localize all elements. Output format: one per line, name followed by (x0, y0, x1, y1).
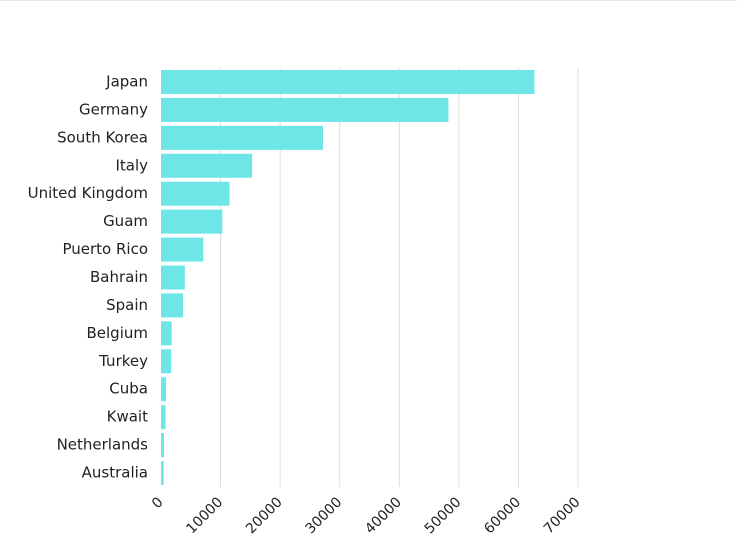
bar-united-kingdom (161, 181, 230, 206)
x-tick-label: 40000 (362, 494, 405, 537)
bar-australia (161, 461, 164, 486)
category-label: Bahrain (90, 268, 148, 286)
bar-cuba (161, 377, 167, 402)
bar-guam (161, 209, 223, 234)
x-tick-label: 20000 (243, 494, 286, 537)
category-label: Kwait (107, 408, 148, 426)
category-label: Cuba (109, 380, 148, 398)
x-tick-label: 70000 (541, 494, 584, 537)
category-label: Italy (115, 156, 148, 174)
category-label: Belgium (87, 324, 149, 342)
category-label: Turkey (98, 352, 148, 370)
x-tick-label: 60000 (481, 494, 524, 537)
category-label: South Korea (57, 128, 148, 146)
bar-japan (161, 69, 535, 94)
bar-bahrain (161, 265, 185, 290)
x-tick-label: 50000 (422, 494, 465, 537)
category-label: Germany (79, 100, 148, 118)
bar-kwait (161, 405, 166, 430)
bar-turkey (161, 349, 172, 374)
bar-south-korea (161, 125, 324, 150)
x-tick-label: 10000 (183, 494, 226, 537)
category-label: United Kingdom (28, 184, 148, 202)
category-label: Australia (82, 464, 148, 482)
bar-puerto-rico (161, 237, 204, 262)
x-tick-label: 30000 (303, 494, 346, 537)
x-tick-label: 0 (149, 494, 167, 512)
category-label: Puerto Rico (62, 240, 148, 258)
category-label: Japan (105, 72, 148, 90)
category-label: Netherlands (57, 436, 149, 454)
bar-italy (161, 153, 253, 178)
bar-germany (161, 97, 449, 122)
bar-netherlands (161, 433, 164, 458)
bar-belgium (161, 321, 172, 346)
category-label: Guam (103, 212, 148, 230)
bar-spain (161, 293, 184, 318)
top-divider (0, 0, 737, 1)
category-label: Spain (106, 296, 148, 314)
